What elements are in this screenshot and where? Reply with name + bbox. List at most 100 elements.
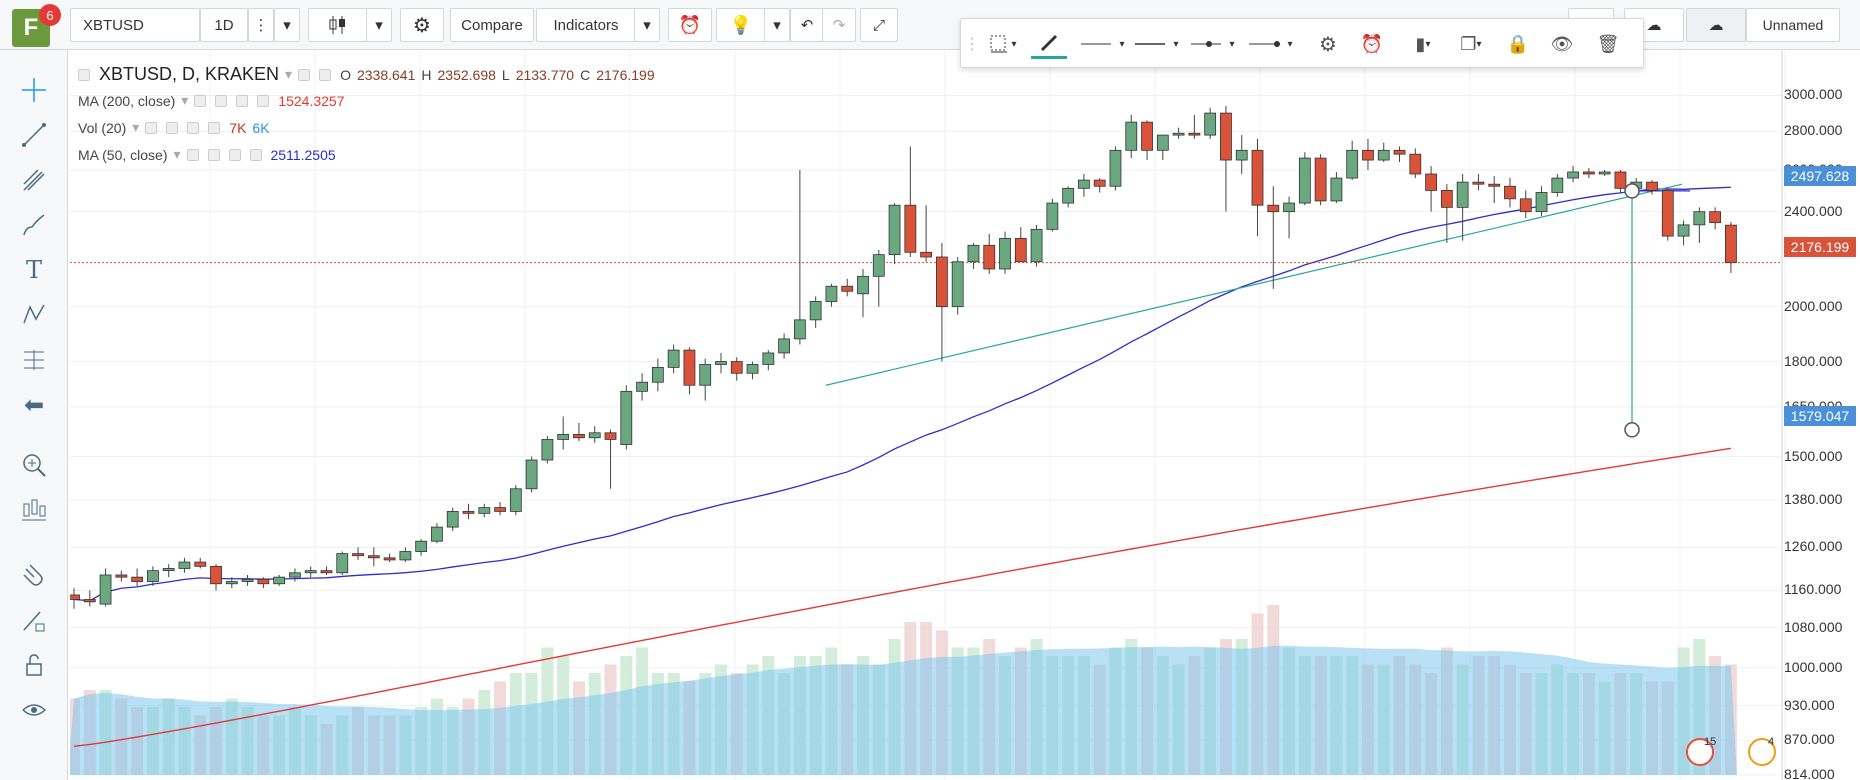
hide-drawings-tool[interactable] bbox=[14, 690, 54, 730]
ma200-hide-icon[interactable] bbox=[215, 94, 228, 107]
series-settings-icon[interactable] bbox=[298, 68, 311, 81]
ma200-label: MA (200, close) bbox=[78, 92, 176, 109]
candle-down bbox=[1504, 185, 1516, 200]
volume-options-icon[interactable]: ▾ bbox=[132, 119, 140, 135]
candle-down bbox=[115, 574, 128, 578]
candle-up bbox=[1567, 171, 1579, 179]
volume-settings-icon[interactable] bbox=[145, 121, 158, 134]
price-tag-upper: 2497.628 bbox=[1784, 166, 1856, 186]
add-alert-button[interactable]: ⏰ bbox=[1355, 29, 1389, 59]
clone-button[interactable]: ❐ ▾ bbox=[1460, 33, 1482, 54]
alert-button[interactable]: ⏰ bbox=[668, 8, 712, 42]
template-button[interactable]: ▾ bbox=[981, 29, 1023, 59]
ma200-settings-icon[interactable] bbox=[194, 94, 207, 107]
candle-up bbox=[809, 301, 822, 321]
line-color-button[interactable] bbox=[1031, 29, 1067, 59]
candle-down bbox=[573, 434, 585, 439]
redo-button[interactable]: ↷ bbox=[822, 8, 856, 42]
layout-name-button[interactable]: Unnamed bbox=[1746, 8, 1840, 42]
candle-up bbox=[1172, 132, 1185, 136]
zoom-tool[interactable] bbox=[14, 445, 54, 485]
undo-button[interactable]: ↶ bbox=[790, 8, 824, 42]
us-flag-event-left[interactable]: 15 bbox=[1686, 736, 1716, 766]
ma50-options-icon[interactable]: ▾ bbox=[173, 146, 181, 162]
series-hide-icon[interactable] bbox=[319, 68, 332, 81]
crosshair-tool[interactable] bbox=[14, 70, 54, 110]
candle-down bbox=[1488, 183, 1501, 187]
candle-down bbox=[683, 349, 696, 386]
volume-hide-icon[interactable] bbox=[166, 121, 179, 134]
left-end-button[interactable]: ▾ bbox=[1185, 29, 1239, 59]
ma200-add-icon[interactable] bbox=[236, 94, 249, 107]
chart-style-dropdown-icon[interactable]: ▾ bbox=[366, 8, 392, 42]
ma50-settings-icon[interactable] bbox=[186, 148, 199, 161]
pattern-tool[interactable] bbox=[14, 295, 54, 335]
measure-icon bbox=[24, 350, 44, 370]
trend-line bbox=[825, 183, 1683, 386]
collapse-legend-icon[interactable] bbox=[78, 68, 90, 81]
prediction-tool[interactable] bbox=[14, 340, 54, 380]
ma50-line bbox=[73, 186, 1731, 602]
magnet-tool[interactable] bbox=[14, 555, 54, 595]
hide-drawing-button[interactable]: 👁 bbox=[1545, 29, 1579, 59]
trend-line-tool[interactable] bbox=[14, 115, 54, 155]
right-end-button[interactable]: ▾ bbox=[1243, 29, 1297, 59]
lock-drawing-button[interactable]: 🔒 bbox=[1501, 29, 1535, 59]
save-layout-button[interactable]: ☁ bbox=[1686, 8, 1746, 42]
volume-add-icon[interactable] bbox=[187, 121, 200, 134]
bar-replay-tool[interactable] bbox=[14, 490, 54, 530]
volume-remove-icon[interactable] bbox=[208, 121, 221, 134]
candle-down bbox=[841, 285, 854, 292]
price-axis-tick-label: 1080.000 bbox=[1784, 618, 1843, 635]
compare-button[interactable]: Compare bbox=[450, 8, 534, 42]
candle-up bbox=[1235, 149, 1248, 161]
chart-style-button[interactable] bbox=[308, 8, 368, 42]
visual-order-button[interactable]: ▮ ▾ bbox=[1415, 33, 1431, 54]
indicators-dropdown-icon[interactable]: ▾ bbox=[634, 8, 660, 42]
interval-dropdown-icon[interactable]: ▾ bbox=[274, 8, 300, 42]
line-end-icon bbox=[1191, 41, 1222, 47]
ma200-options-icon[interactable]: ▾ bbox=[181, 92, 189, 108]
line-style-button[interactable]: ▾ bbox=[1131, 29, 1181, 59]
symbol-search-input[interactable]: XBTUSD bbox=[70, 8, 200, 42]
candles-icon bbox=[329, 16, 345, 34]
stay-drawing-tool[interactable] bbox=[14, 600, 54, 640]
fullscreen-button[interactable]: ⤢ bbox=[860, 8, 898, 42]
candle-down bbox=[1472, 181, 1485, 185]
ma50-hide-icon[interactable] bbox=[207, 148, 220, 161]
lock-drawings-tool[interactable] bbox=[14, 645, 54, 685]
candle-down bbox=[1614, 171, 1627, 189]
us-flag-event-right[interactable]: 4 bbox=[1748, 736, 1776, 766]
candle-up bbox=[399, 551, 412, 561]
ma200-remove-icon[interactable] bbox=[257, 94, 270, 107]
interval-more-icon[interactable]: ⋮ bbox=[248, 8, 274, 42]
template-icon bbox=[990, 35, 1008, 53]
notification-badge[interactable]: 6 bbox=[39, 4, 61, 26]
ideas-dropdown-icon[interactable]: ▾ bbox=[764, 8, 790, 42]
volume-value-1: 7K bbox=[229, 119, 247, 136]
text-tool[interactable]: T bbox=[14, 250, 54, 290]
delete-drawing-button[interactable]: 🗑 bbox=[1591, 29, 1625, 59]
drawing-settings-button[interactable]: ⚙ bbox=[1311, 29, 1345, 59]
series-options-icon[interactable]: ▾ bbox=[285, 66, 293, 82]
series-title: XBTUSD, D, KRAKEN bbox=[99, 64, 280, 84]
candle-up bbox=[967, 244, 980, 263]
chart-settings-button[interactable]: ⚙ bbox=[400, 8, 444, 42]
ma50-remove-icon[interactable] bbox=[249, 148, 262, 161]
candle-down bbox=[1141, 121, 1153, 151]
hide-toolbar-button[interactable]: ⬅ bbox=[14, 385, 54, 425]
ideas-button[interactable]: 💡 bbox=[716, 8, 766, 42]
interval-button[interactable]: 1D bbox=[200, 8, 248, 42]
price-axis-tick-label: 3000.000 bbox=[1784, 86, 1843, 103]
line-width-button[interactable]: ▾ bbox=[1077, 29, 1127, 59]
candle-down bbox=[1440, 190, 1453, 208]
drag-handle-icon[interactable]: ⋮ bbox=[964, 36, 980, 53]
pencil-lock-icon bbox=[23, 611, 45, 632]
pitchfork-tool[interactable] bbox=[14, 160, 54, 200]
brush-tool[interactable] bbox=[14, 205, 54, 245]
indicators-button[interactable]: Indicators bbox=[536, 8, 636, 42]
price-chart[interactable] bbox=[70, 50, 1790, 780]
candle-down bbox=[1267, 204, 1280, 213]
ma50-add-icon[interactable] bbox=[228, 148, 241, 161]
low-label: L bbox=[501, 66, 510, 83]
